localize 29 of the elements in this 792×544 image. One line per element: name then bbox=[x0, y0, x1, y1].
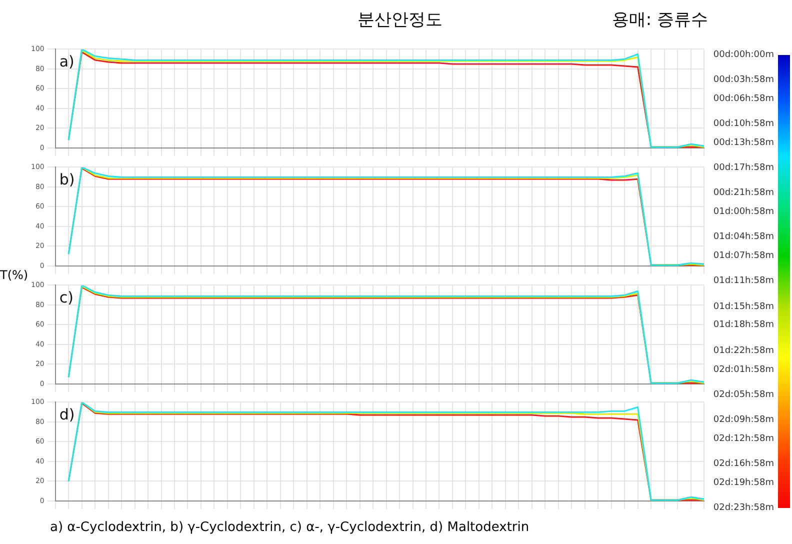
color-bar-label: 00d:21h:58m bbox=[713, 187, 774, 200]
text: a) α-Cyclodextrin, b) γ-Cyclodextrin, c) α-, γ-Cyclodextrin, d) Maltodextrin bbox=[50, 520, 530, 535]
color-bar-label: 02d:16h:58m bbox=[713, 458, 774, 470]
y-axis-title: T(%) bbox=[0, 268, 28, 282]
annotation: c) bbox=[59, 288, 74, 307]
color-bar-label: 02d:05h:58m bbox=[713, 388, 774, 401]
color-bar-label: 01d:22h:58m bbox=[713, 344, 774, 357]
chart-subtitle: 용매: 증류수 bbox=[610, 9, 710, 31]
color-bar-label: 01d:15h:58m bbox=[713, 300, 774, 313]
color-bar-label: 02d:09h:58m bbox=[713, 414, 774, 426]
color-bar-label: 00d:03h:58m bbox=[713, 74, 774, 86]
chart-title: 분산안정도 bbox=[356, 9, 444, 31]
color-bar-label: 01d:11h:58m bbox=[713, 275, 774, 288]
annotation: b) bbox=[59, 170, 75, 189]
color-bar-label: 02d:01h:58m bbox=[713, 364, 774, 376]
annotation: a) bbox=[59, 52, 74, 71]
color-bar-label: 01d:07h:58m bbox=[713, 250, 774, 262]
color-bar-label: 02d:19h:58m bbox=[713, 476, 774, 489]
annotation: d) bbox=[59, 406, 75, 424]
color-bar-label: 01d:18h:58m bbox=[713, 319, 774, 332]
color-bar-label: 00d:13h:58m bbox=[713, 136, 774, 149]
color-bar-label: 01d:04h:58m bbox=[713, 231, 774, 244]
color-bar-label: 00d:06h:58m bbox=[713, 92, 774, 105]
color-bar-label: 02d:12h:58m bbox=[713, 432, 774, 445]
color-bar-label: 01d:00h:58m bbox=[713, 206, 774, 218]
color-bar-label: 00d:10h:58m bbox=[713, 118, 774, 130]
color-bar-label: 00d:00h:00m bbox=[713, 49, 774, 61]
color-bar-label: 02d:23h:58m bbox=[713, 502, 774, 514]
color-bar-label: 00d:17h:58m bbox=[713, 162, 774, 174]
